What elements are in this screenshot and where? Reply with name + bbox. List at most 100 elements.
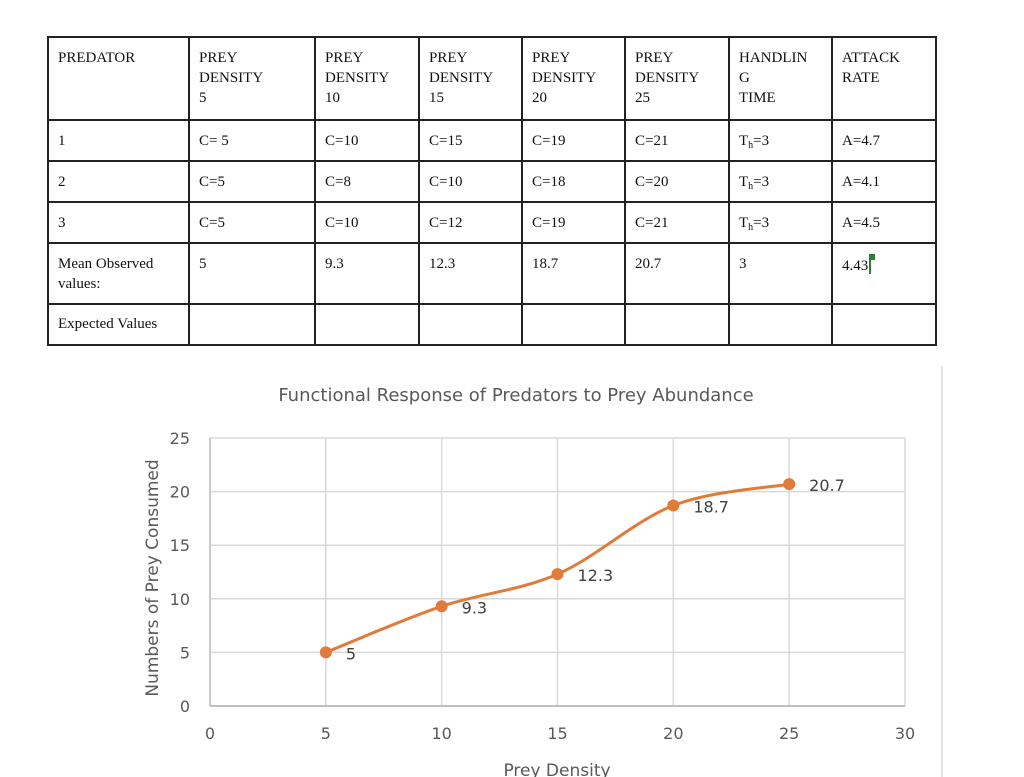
header-line: RATE	[842, 70, 880, 86]
th-subscript: h	[748, 140, 754, 151]
chart-data-labels: 5 9.3 12.3 18.7 20.7	[346, 476, 845, 663]
chart-tick-labels: 0 5 10 15 20 25 30 0 5 10 15 20 25	[170, 429, 916, 743]
attack-rate-cell[interactable]: A=4.7	[831, 119, 937, 162]
consumed-cell[interactable]: C=12	[418, 201, 523, 244]
consumed-cell[interactable]: C=5	[188, 160, 316, 203]
data-point-label: 5	[346, 644, 356, 663]
x-tick-label: 20	[663, 724, 683, 743]
data-point-label: 9.3	[462, 598, 487, 617]
y-axis-title: Numbers of Prey Consumed	[143, 459, 163, 696]
header-cell: PREY DENSITY 20	[521, 36, 626, 121]
expected-value-cell[interactable]	[418, 303, 523, 346]
consumed-cell[interactable]: C=8	[314, 160, 420, 203]
header-line: 10	[325, 90, 340, 106]
mean-observed-label[interactable]: Mean Observed values:	[47, 242, 190, 305]
y-tick-label: 25	[170, 429, 190, 448]
header-line: DENSITY	[325, 70, 390, 86]
attack-rate-cell[interactable]: A=4.1	[831, 160, 937, 203]
th-value: =3	[753, 215, 770, 231]
consumed-cell[interactable]: C=19	[521, 119, 626, 162]
chart-title: Functional Response of Predators to Prey…	[278, 385, 753, 406]
header-line: PREY	[199, 50, 238, 66]
header-line: DENSITY	[199, 70, 264, 86]
header-cell: HANDLIN G TIME	[728, 36, 833, 121]
data-point-label: 18.7	[693, 498, 729, 517]
consumed-cell[interactable]: C=19	[521, 201, 626, 244]
predator-id-cell[interactable]: 3	[47, 201, 190, 244]
header-line: DENSITY	[635, 70, 700, 86]
expected-values-label[interactable]: Expected Values	[47, 303, 190, 346]
x-tick-label: 5	[321, 724, 331, 743]
table-row: 2 C=5 C=8 C=10 C=18 C=20 Th=3 A=4.1	[47, 160, 937, 203]
header-predator: PREDATOR	[58, 50, 136, 66]
header-cell: ATTACK RATE	[831, 36, 937, 121]
predator-id-cell[interactable]: 2	[47, 160, 190, 203]
mean-value-cell[interactable]: 5	[188, 242, 316, 305]
predator-prey-table: PREDATOR PREY DENSITY 5 PREY DENSITY 10 PREY…	[47, 36, 937, 346]
table-row: 1 C= 5 C=10 C=15 C=19 C=21 Th=3 A=4.7	[47, 119, 937, 162]
chart-frame-edge	[941, 366, 943, 777]
header-line: HANDLIN	[739, 50, 808, 66]
consumed-cell[interactable]: C=20	[624, 160, 730, 203]
header-cell: PREY DENSITY 15	[418, 36, 523, 121]
data-point-marker	[319, 646, 332, 659]
expected-value-cell[interactable]	[831, 303, 937, 346]
expected-value-cell[interactable]	[728, 303, 833, 346]
header-cell: PREY DENSITY 10	[314, 36, 420, 121]
header-line: G	[739, 70, 750, 86]
data-point-label: 20.7	[809, 476, 845, 495]
handling-time-cell[interactable]: Th=3	[728, 201, 833, 244]
th-value: =3	[753, 133, 770, 149]
header-cell: PREY DENSITY 5	[188, 36, 316, 121]
x-tick-label: 15	[547, 724, 567, 743]
expected-value-cell[interactable]	[314, 303, 420, 346]
consumed-cell[interactable]: C= 5	[188, 119, 316, 162]
header-line: 20	[532, 90, 547, 106]
handling-time-cell[interactable]: Th=3	[728, 119, 833, 162]
mean-value-cell[interactable]: 18.7	[521, 242, 626, 305]
mean-attack-cell[interactable]: 4.43	[831, 242, 937, 305]
consumed-cell[interactable]: C=18	[521, 160, 626, 203]
header-line: 5	[199, 90, 207, 106]
chart-gridlines	[209, 437, 906, 707]
mean-value-cell[interactable]: 9.3	[314, 242, 420, 305]
th-symbol: T	[739, 133, 749, 149]
mean-value-cell[interactable]: 20.7	[624, 242, 730, 305]
text-cursor-icon	[869, 254, 876, 274]
attack-rate-cell[interactable]: A=4.5	[831, 201, 937, 244]
header-line: 15	[429, 90, 444, 106]
mean-value-cell[interactable]: 3	[728, 242, 833, 305]
mean-value-cell[interactable]: 12.3	[418, 242, 523, 305]
consumed-cell[interactable]: C=21	[624, 201, 730, 244]
expected-value-cell[interactable]	[521, 303, 626, 346]
predator-id-cell[interactable]: 1	[47, 119, 190, 162]
consumed-cell[interactable]: C=5	[188, 201, 316, 244]
consumed-cell[interactable]: C=21	[624, 119, 730, 162]
table-row: 3 C=5 C=10 C=12 C=19 C=21 Th=3 A=4.5	[47, 201, 937, 244]
th-subscript: h	[748, 222, 754, 233]
consumed-cell[interactable]: C=10	[314, 201, 420, 244]
th-value: =3	[753, 174, 770, 190]
handling-time-cell[interactable]: Th=3	[728, 160, 833, 203]
consumed-cell[interactable]: C=10	[314, 119, 420, 162]
x-tick-label: 30	[895, 724, 915, 743]
header-line: TIME	[739, 90, 776, 106]
data-point-marker	[783, 478, 796, 491]
consumed-cell[interactable]: C=10	[418, 160, 523, 203]
chart-markers	[319, 478, 796, 659]
th-symbol: T	[739, 215, 749, 231]
x-axis-title: Prey Density	[503, 761, 610, 777]
header-line: PREY	[532, 50, 571, 66]
header-cell: PREY DENSITY 25	[624, 36, 730, 121]
expected-value-cell[interactable]	[188, 303, 316, 346]
consumed-cell[interactable]: C=15	[418, 119, 523, 162]
y-tick-label: 20	[170, 483, 190, 502]
header-line: ATTACK	[842, 50, 900, 66]
mean-attack-value: 4.43	[842, 258, 869, 274]
functional-response-chart[interactable]: 59.312.318.720.7 0 5 10 15 20 25 300510152025 …	[0, 360, 1024, 777]
expected-value-cell[interactable]	[624, 303, 730, 346]
expected-values-row: Expected Values	[47, 303, 937, 346]
table-header-row: PREDATOR PREY DENSITY 5 PREY DENSITY 10 PREY…	[47, 36, 937, 121]
mean-observed-row: Mean Observed values: 5 9.3 12.3 18.7 20…	[47, 242, 937, 305]
header-line: DENSITY	[532, 70, 597, 86]
